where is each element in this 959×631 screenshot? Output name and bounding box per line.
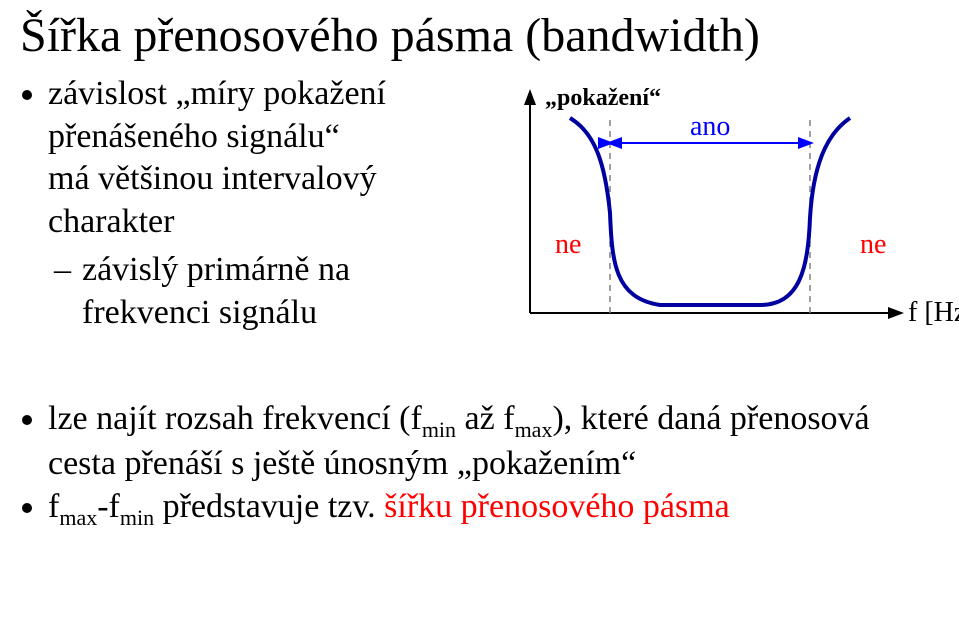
b1min: min — [422, 417, 456, 442]
text-column: závislost „míry pokažení přenášeného sig… — [20, 73, 450, 334]
page-title: Šířka přenosového pásma (bandwidth) — [20, 8, 939, 63]
sub-bullets: závislý primárně na frekvenci signálu — [48, 249, 450, 334]
svg-text:ne: ne — [555, 229, 581, 260]
b1b: až f — [456, 400, 515, 437]
content-row: závislost „míry pokažení přenášeného sig… — [20, 73, 939, 368]
bottom-bullet-2: fmax-fmin představuje tzv. šířku přenoso… — [48, 486, 939, 531]
b1max: max — [515, 417, 553, 442]
bottom-bullet-1: lze najít rozsah frekvencí (fmin až fmax… — [48, 398, 939, 486]
svg-text:ano: ano — [690, 111, 730, 142]
b2max: max — [59, 505, 97, 530]
svg-text:„pokažení“: „pokažení“ — [545, 85, 661, 111]
chart-column: „pokažení“ f [Hz] ano ne ne — [450, 73, 959, 368]
b2a: f — [48, 488, 59, 525]
b2red: šířku přenosového pásma — [384, 488, 730, 525]
svg-text:f [Hz]: f [Hz] — [908, 297, 959, 328]
b1a: lze najít rozsah frekvencí (f — [48, 400, 422, 437]
bandwidth-chart: „pokažení“ f [Hz] ano ne ne — [460, 73, 959, 363]
bullet-1: závislost „míry pokažení přenášeného sig… — [48, 73, 450, 334]
svg-text:ne: ne — [860, 229, 886, 260]
b2dash: -f — [97, 488, 120, 525]
top-bullets: závislost „míry pokažení přenášeného sig… — [20, 73, 450, 334]
b2b: představuje tzv. — [154, 488, 384, 525]
b2min: min — [120, 505, 154, 530]
bottom-bullets: lze najít rozsah frekvencí (fmin až fmax… — [20, 398, 939, 531]
bullet-1-line1: závislost „míry pokažení přenášeného sig… — [48, 75, 386, 155]
sub-bullet-1: závislý primárně na frekvenci signálu — [82, 249, 450, 334]
bullet-1-line2: má většinou intervalový charakter — [48, 160, 377, 240]
